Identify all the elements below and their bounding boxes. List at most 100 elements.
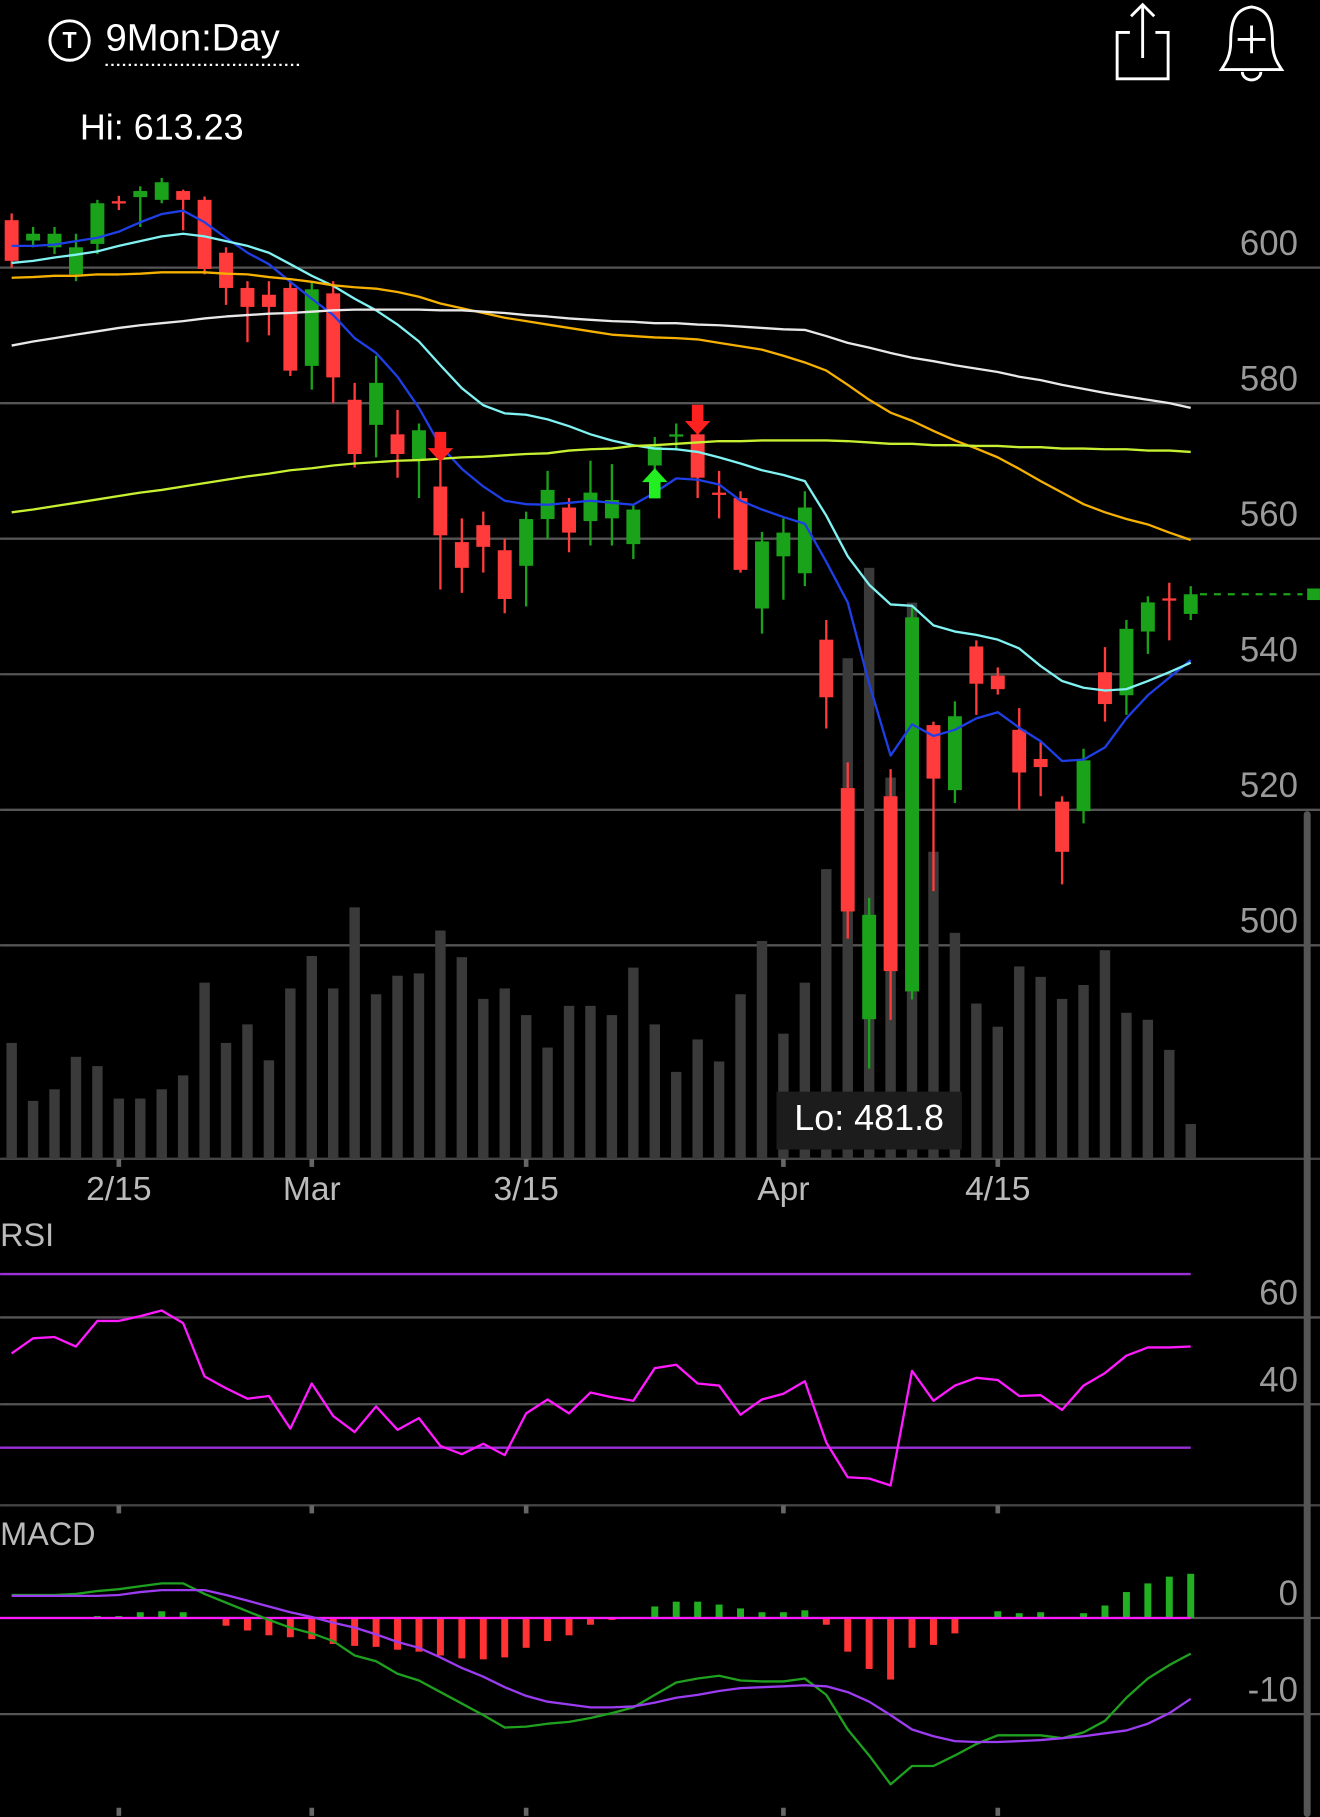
macd-line xyxy=(11,1582,1192,1786)
histogram-bar xyxy=(1122,1592,1130,1619)
candle-body xyxy=(840,788,855,912)
badge-letter: T xyxy=(63,27,77,53)
histogram-bar xyxy=(479,1618,487,1660)
symbol-badge[interactable] xyxy=(48,19,91,62)
header: T 9Mon:Day xyxy=(48,2,1285,82)
histogram-bar xyxy=(758,1612,766,1619)
candle-body xyxy=(712,492,727,495)
histogram-bar xyxy=(801,1610,809,1619)
alert-icon[interactable] xyxy=(1218,5,1285,82)
volume-bar xyxy=(92,1066,103,1159)
volume-bar xyxy=(1014,966,1025,1159)
histogram-bar xyxy=(436,1618,444,1656)
candle-body xyxy=(690,434,705,478)
volume-bar xyxy=(199,982,210,1159)
volume-bar xyxy=(756,940,768,1159)
candle-body xyxy=(733,498,748,570)
x-tick-label: 3/15 xyxy=(493,1171,558,1208)
histogram-bar xyxy=(651,1606,659,1619)
volume-bar xyxy=(1142,1019,1154,1159)
candle-body xyxy=(883,796,898,972)
volume-bar xyxy=(585,1005,596,1159)
y-tick-label: 600 xyxy=(1240,225,1298,263)
volume-bar xyxy=(628,967,639,1159)
candle-body xyxy=(433,486,448,536)
volume-bar xyxy=(971,1003,982,1159)
y-tick-label: 580 xyxy=(1240,360,1298,398)
rsi-line xyxy=(10,1309,1191,1487)
candle-body xyxy=(626,509,641,545)
volume-bar xyxy=(113,1098,125,1159)
candle-body xyxy=(454,542,469,568)
moving-average xyxy=(11,209,1192,763)
volume-bar xyxy=(242,1024,253,1159)
candle-body xyxy=(1098,672,1112,705)
candle-body xyxy=(519,519,534,566)
histogram-bar xyxy=(715,1604,723,1619)
candle-body xyxy=(905,617,919,992)
histogram-bar xyxy=(458,1618,466,1659)
candle-body xyxy=(1119,628,1134,696)
y-tick-label: 40 xyxy=(1259,1361,1298,1399)
moving-average xyxy=(11,308,1191,410)
histogram-bar xyxy=(779,1612,787,1619)
volume-bar xyxy=(713,1061,725,1159)
volume-bar xyxy=(328,988,339,1159)
volume-bar xyxy=(27,1100,39,1159)
histogram-bar xyxy=(1144,1583,1152,1619)
bell-plus xyxy=(1237,25,1266,54)
volume-bar xyxy=(285,988,296,1159)
candle-body xyxy=(969,646,984,684)
candle-body xyxy=(26,233,41,241)
histogram-bar xyxy=(544,1618,552,1642)
y-tick-label: 540 xyxy=(1240,631,1298,669)
histogram-bar xyxy=(672,1601,680,1619)
volume-bar xyxy=(156,1089,167,1159)
candle-body xyxy=(476,525,491,547)
bell xyxy=(1218,5,1285,71)
histogram-bar xyxy=(1165,1576,1173,1619)
share-box xyxy=(1115,30,1170,81)
candle-body xyxy=(1076,760,1091,812)
volume-bar xyxy=(649,1024,660,1159)
volume-bar xyxy=(1099,950,1111,1159)
scrollbar[interactable] xyxy=(1303,811,1311,1817)
histogram-bar xyxy=(586,1618,594,1625)
candle-body xyxy=(240,287,255,307)
candle-body xyxy=(862,914,877,1020)
x-tick-label: 2/15 xyxy=(86,1171,151,1208)
candle-body xyxy=(197,199,212,269)
candle-body xyxy=(347,399,362,454)
volume-bar xyxy=(520,1015,532,1159)
candle-body xyxy=(176,191,191,200)
candle-body xyxy=(1033,758,1048,768)
histogram-bar xyxy=(565,1618,573,1636)
volume-bar xyxy=(692,1039,703,1159)
share-icon[interactable] xyxy=(1115,2,1170,81)
high-label: Hi: 613.23 xyxy=(80,106,244,147)
low-label-box xyxy=(776,1091,962,1150)
moving-average xyxy=(11,439,1191,514)
candle-body xyxy=(111,201,126,204)
histogram-bar xyxy=(822,1618,830,1625)
candle-body xyxy=(819,639,834,698)
volume-bar xyxy=(821,869,832,1159)
candle-body xyxy=(69,247,83,275)
histogram-bar xyxy=(243,1618,251,1631)
candle-body xyxy=(90,203,105,244)
candle-body xyxy=(1055,801,1070,852)
y-tick-label: 60 xyxy=(1259,1275,1298,1313)
candle-body xyxy=(562,507,576,533)
histogram-bar xyxy=(930,1618,937,1645)
histogram-bar xyxy=(951,1618,959,1634)
histogram-bar xyxy=(522,1618,530,1648)
histogram-bar xyxy=(1101,1605,1109,1619)
histogram-bar xyxy=(908,1618,916,1648)
candle-body xyxy=(133,191,148,198)
candle-body xyxy=(497,550,512,600)
timeframe-title[interactable]: 9Mon:Day xyxy=(106,17,281,60)
candle-body xyxy=(604,500,619,519)
volume-bar xyxy=(413,973,425,1159)
histogram-bar xyxy=(1187,1573,1195,1619)
histogram-bar xyxy=(372,1618,380,1647)
